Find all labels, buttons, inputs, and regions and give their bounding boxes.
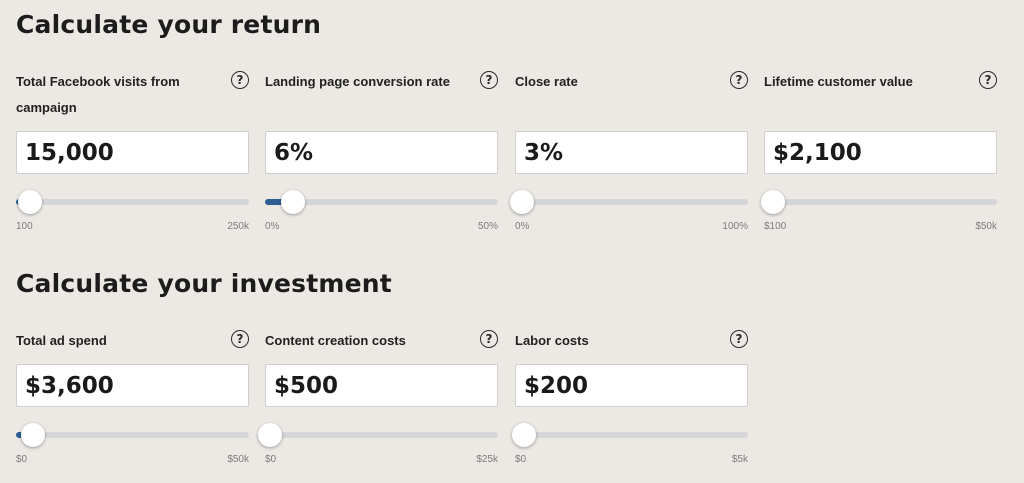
slider-max-label: 250k (227, 221, 249, 232)
slider-thumb[interactable] (509, 190, 534, 214)
labor-costs-input[interactable] (515, 364, 748, 407)
slider-min-label: 0% (265, 221, 280, 232)
slider-min-label: 100 (16, 221, 33, 232)
slider-min-label: $0 (265, 454, 277, 465)
slider-max-label: 100% (722, 221, 748, 232)
customer-value-input[interactable] (764, 131, 997, 174)
slider-thumb[interactable] (761, 190, 786, 214)
question-circle-icon[interactable]: ? (480, 71, 498, 89)
field-label: Total Facebook visits from campaign (16, 74, 180, 115)
investment-section-title: Calculate your investment (16, 269, 392, 298)
slider-min-label: $0 (515, 454, 527, 465)
field-label: Labor costs (515, 333, 589, 348)
facebook-visits-input[interactable] (16, 131, 249, 174)
close-rate-slider[interactable] (509, 190, 748, 214)
slider-max-label: 50% (477, 221, 498, 232)
question-circle-icon[interactable]: ? (231, 330, 249, 348)
slider-thumb[interactable] (280, 190, 305, 214)
slider-thumb[interactable] (20, 423, 45, 447)
slider-min-label: $100 (764, 221, 787, 232)
slider-thumb[interactable] (257, 423, 282, 447)
slider-max-label: $50k (227, 454, 249, 465)
question-circle-icon[interactable]: ? (231, 71, 249, 89)
ad-spend-slider[interactable] (16, 423, 249, 447)
question-circle-icon[interactable]: ? (480, 330, 498, 348)
ad-spend-input[interactable] (16, 364, 249, 407)
return-section-title: Calculate your return (16, 10, 322, 39)
question-circle-icon[interactable]: ? (730, 71, 748, 89)
slider-thumb[interactable] (512, 423, 537, 447)
close-rate-input[interactable] (515, 131, 748, 174)
slider-max-label: $25k (476, 454, 498, 465)
content-costs-input[interactable] (265, 364, 498, 407)
content-costs-slider[interactable] (257, 423, 498, 447)
field-label: Content creation costs (265, 333, 406, 348)
field-label: Close rate (515, 74, 578, 89)
slider-thumb[interactable] (17, 190, 42, 214)
field-label: Lifetime customer value (764, 74, 913, 89)
conversion-rate-slider[interactable] (265, 190, 498, 214)
customer-value-slider[interactable] (761, 190, 997, 214)
question-circle-icon[interactable]: ? (979, 71, 997, 89)
slider-min-label: 0% (515, 221, 530, 232)
slider-fill (265, 199, 293, 205)
slider-max-label: $5k (731, 454, 748, 465)
field-label: Landing page conversion rate (265, 74, 450, 89)
field-label: Total ad spend (16, 333, 107, 348)
conversion-rate-input[interactable] (265, 131, 498, 174)
slider-max-label: $50k (975, 221, 997, 232)
slider-min-label: $0 (16, 454, 28, 465)
question-circle-icon[interactable]: ? (730, 330, 748, 348)
labor-costs-slider[interactable] (512, 423, 748, 447)
facebook-visits-slider[interactable] (16, 190, 249, 214)
